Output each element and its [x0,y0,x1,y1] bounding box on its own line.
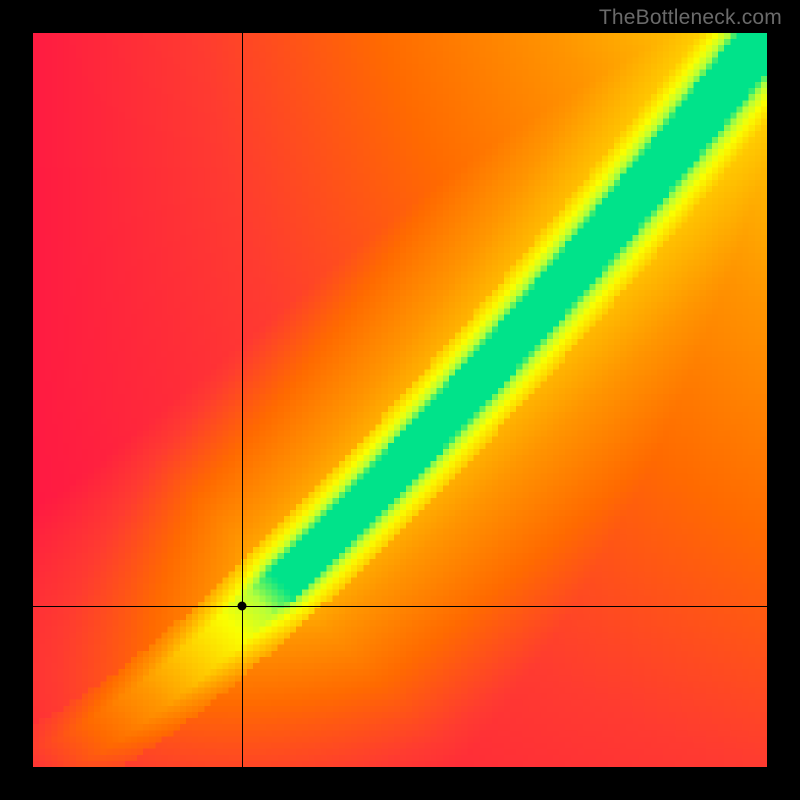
bottleneck-heatmap-canvas [33,33,767,767]
bottleneck-heatmap-frame [33,33,767,767]
watermark-text: TheBottleneck.com [599,6,782,30]
